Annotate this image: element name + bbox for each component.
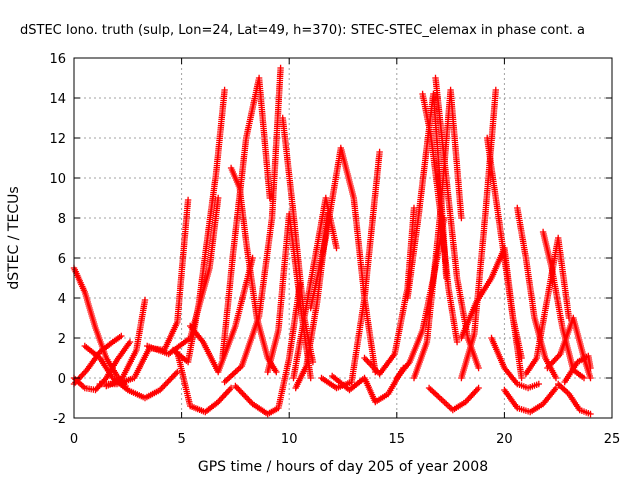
- data-series: [522, 234, 573, 378]
- data-series: [232, 280, 304, 418]
- data-series: [561, 352, 594, 386]
- y-tick-label: 14: [49, 92, 66, 107]
- series-points: [544, 314, 594, 382]
- series-points: [432, 74, 482, 372]
- x-tick-label: 15: [389, 432, 406, 447]
- data-series: [70, 264, 129, 390]
- tick-labels: 0 5 10 15 20 25 -2 0 2 4 6 8 10 12 14 16: [49, 52, 620, 447]
- data-series: [169, 86, 228, 366]
- data-series: [264, 210, 314, 382]
- x-tick-label: 25: [604, 432, 621, 447]
- data-series: [221, 64, 284, 386]
- series-points: [329, 364, 407, 406]
- data-series: [425, 384, 482, 414]
- data-points: [70, 64, 594, 418]
- series-points: [70, 264, 129, 390]
- series-points: [501, 384, 560, 416]
- data-series: [329, 364, 407, 406]
- data-series: [501, 384, 560, 416]
- series-points: [458, 244, 525, 382]
- y-tick-label: 10: [49, 172, 66, 187]
- series-points: [219, 74, 273, 362]
- data-series: [279, 114, 317, 366]
- data-series: [174, 348, 235, 416]
- x-tick-label: 20: [496, 432, 513, 447]
- y-axis-label: dSTEC / TECUs: [6, 186, 22, 289]
- data-series: [432, 74, 482, 372]
- data-series: [458, 244, 525, 382]
- chart-title: dSTEC Iono. truth (sulp, Lon=24, Lat=49,…: [20, 23, 585, 38]
- y-tick-label: 6: [58, 252, 66, 267]
- data-series: [544, 314, 594, 382]
- x-tick-label: 5: [177, 432, 185, 447]
- x-axis-label: GPS time / hours of day 205 of year 2008: [198, 459, 488, 475]
- y-tick-label: -2: [53, 412, 66, 427]
- series-points: [221, 64, 284, 386]
- series-points: [169, 86, 228, 366]
- data-series: [219, 74, 273, 362]
- data-series: [81, 342, 181, 402]
- y-tick-label: 16: [49, 52, 66, 67]
- data-series: [96, 196, 192, 388]
- series-points: [561, 352, 594, 386]
- series-points: [279, 114, 317, 366]
- y-tick-label: 12: [49, 132, 66, 147]
- series-points: [264, 210, 314, 382]
- plot-frame: [73, 57, 613, 419]
- series-points: [522, 234, 573, 378]
- series-points: [232, 280, 304, 418]
- series-points: [425, 384, 482, 414]
- data-series: [488, 334, 542, 392]
- y-tick-label: 8: [58, 212, 66, 227]
- series-points: [555, 380, 594, 418]
- x-tick-label: 10: [281, 432, 298, 447]
- series-points: [81, 342, 181, 402]
- y-tick-label: 2: [58, 332, 66, 347]
- y-tick-label: 0: [58, 372, 66, 387]
- series-points: [96, 196, 192, 388]
- series-points: [488, 334, 542, 392]
- y-tick-label: 4: [58, 292, 66, 307]
- x-tick-label: 0: [70, 432, 78, 447]
- data-series: [555, 380, 594, 418]
- axis-ticks: [73, 57, 613, 419]
- series-points: [174, 348, 235, 416]
